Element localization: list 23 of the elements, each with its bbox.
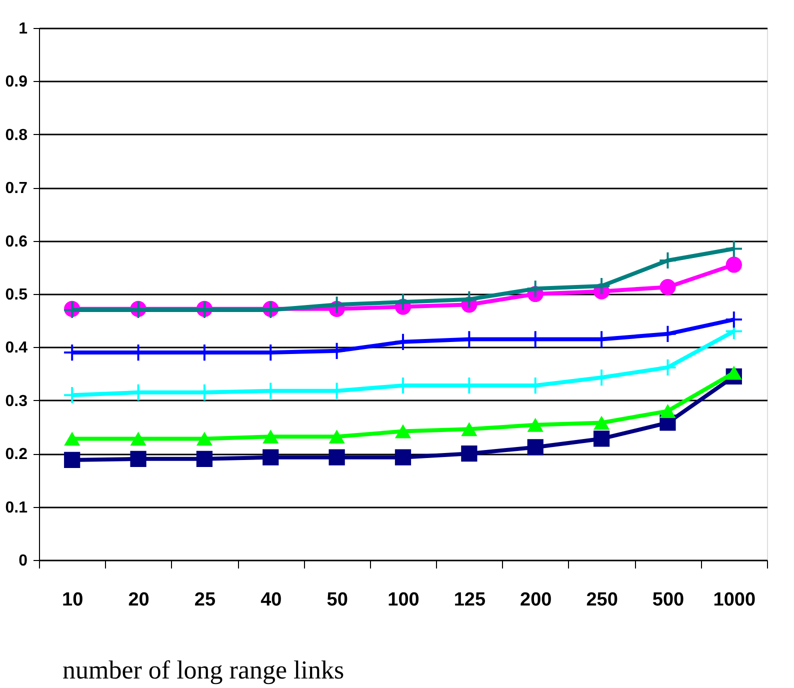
x-tick-label: 1000 <box>713 590 756 610</box>
x-tick-label: 500 <box>652 590 684 610</box>
x-tick-label: 20 <box>128 590 150 610</box>
y-tick-label: 0.8 <box>5 126 28 144</box>
y-tick-label: 0.1 <box>5 499 28 516</box>
x-tick-label: 100 <box>388 590 420 610</box>
x-tick-label: 200 <box>520 590 552 610</box>
x-tick-label: 50 <box>326 590 348 610</box>
y-tick-label: 0.3 <box>5 392 28 410</box>
y-tick-label: 0.6 <box>5 233 28 250</box>
y-tick-label: 0.9 <box>5 74 28 91</box>
x-tick-label: 125 <box>454 590 486 610</box>
y-tick-label: 0.2 <box>5 446 28 464</box>
y-tick-label: 0.5 <box>5 286 28 304</box>
x-tick-label: 40 <box>260 590 282 610</box>
y-tick-label: 0 <box>18 552 28 570</box>
y-tick-label: 1 <box>18 20 28 38</box>
x-tick-label: 250 <box>586 590 618 610</box>
y-tick-label: 0.7 <box>5 180 28 198</box>
x-tick-label: 10 <box>62 590 84 610</box>
x-axis-title: number of long range links <box>62 656 344 684</box>
y-tick-label: 0.4 <box>5 340 28 357</box>
x-tick-label: 25 <box>194 590 216 610</box>
